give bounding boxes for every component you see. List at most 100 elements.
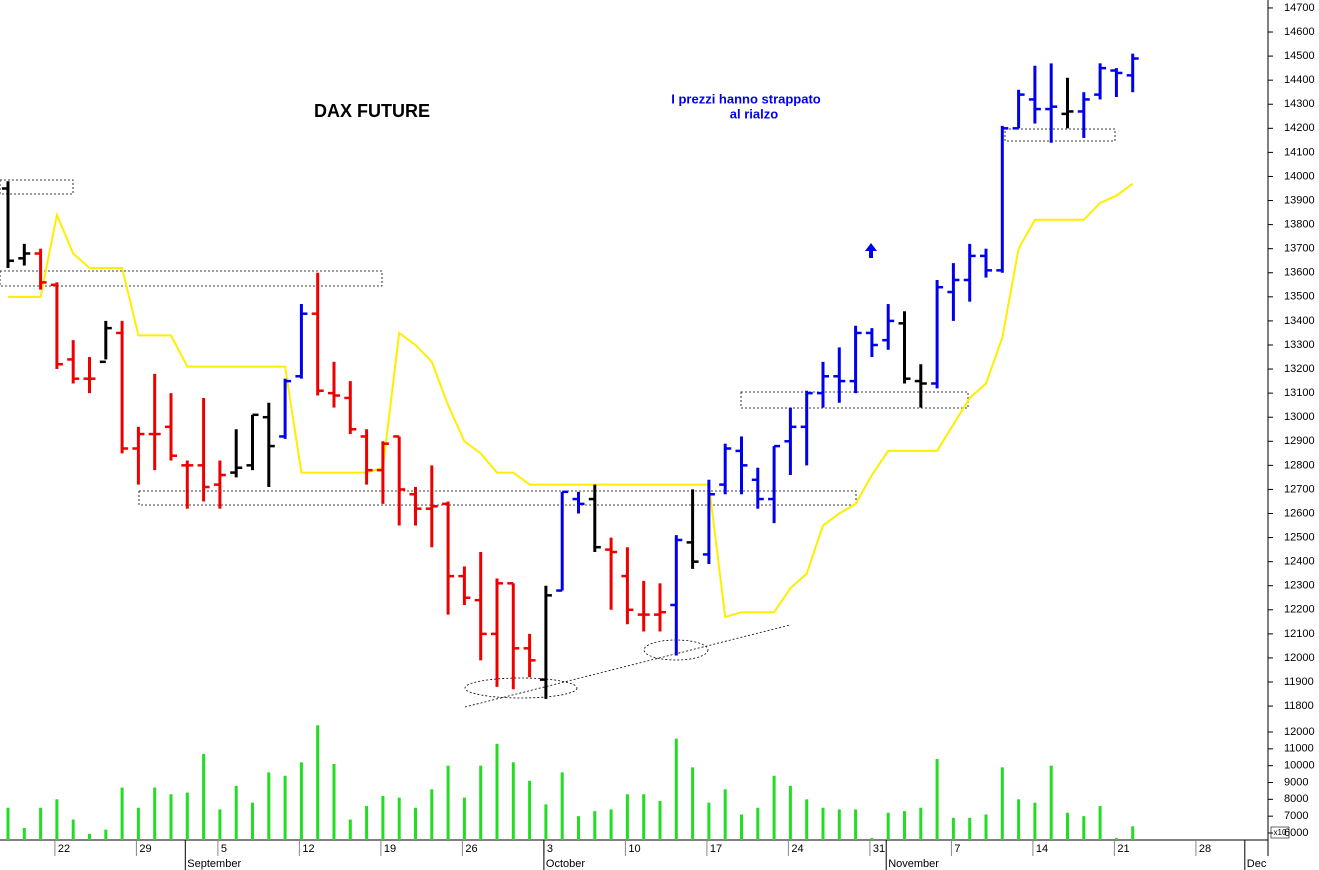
y-tick-label: 14100 <box>1284 146 1315 158</box>
volume-bar <box>837 809 841 840</box>
volume-bar <box>1017 799 1021 840</box>
chart-title: DAX FUTURE <box>314 101 430 121</box>
x-tick-label: 28 <box>1199 843 1211 855</box>
y-tick-label: 12700 <box>1284 483 1315 495</box>
volume-tick-label: 9000 <box>1284 776 1308 788</box>
y-tick-label: 14700 <box>1284 2 1315 14</box>
x-tick-label: 24 <box>791 843 803 855</box>
annotation: I prezzi hanno strappato <box>671 91 821 106</box>
volume-bar <box>609 809 613 840</box>
volume-bar <box>348 819 352 840</box>
volume-bar <box>446 765 450 840</box>
y-tick-label: 12200 <box>1284 604 1315 616</box>
volume-bar <box>1033 802 1037 840</box>
volume-bar <box>1000 767 1004 840</box>
volume-bar <box>691 767 695 840</box>
volume-bar <box>1114 838 1118 840</box>
volume-bar <box>577 816 580 840</box>
month-label: Dec <box>1247 858 1267 870</box>
y-tick-label: 13700 <box>1284 243 1315 255</box>
month-label: November <box>888 858 939 870</box>
volume-bar <box>723 789 727 840</box>
y-tick-label: 14200 <box>1284 122 1315 134</box>
volume-bar <box>22 827 26 840</box>
volume-bar <box>55 799 59 840</box>
volume-tick-label: 12000 <box>1284 726 1315 738</box>
volume-bar <box>88 833 91 840</box>
up-arrow <box>865 243 877 258</box>
volume-bar <box>6 807 10 840</box>
x-tick-label: 31 <box>873 843 885 855</box>
volume-bar <box>39 807 43 840</box>
volume-multiplier: x10 <box>1274 828 1287 837</box>
volume-bar <box>674 738 678 840</box>
y-tick-label: 13900 <box>1284 194 1315 206</box>
y-tick-label: 14600 <box>1284 26 1315 38</box>
y-tick-label: 14300 <box>1284 98 1315 110</box>
y-tick-label: 14500 <box>1284 50 1315 62</box>
y-tick-label: 12100 <box>1284 628 1315 640</box>
volume-bar <box>903 811 906 840</box>
x-tick-label: 3 <box>547 843 553 855</box>
volume-tick-label: 7000 <box>1284 810 1308 822</box>
volume-bar <box>854 809 858 840</box>
volume-bar <box>332 763 336 840</box>
volume-bar <box>136 807 140 840</box>
x-tick-label: 5 <box>221 843 227 855</box>
volume-bar <box>397 797 401 840</box>
volume-bar <box>593 811 597 840</box>
y-tick-label: 12500 <box>1284 531 1315 543</box>
volume-bar <box>430 789 434 840</box>
volume-bar <box>919 807 923 840</box>
x-tick-label: 29 <box>139 843 151 855</box>
volume-bar <box>1131 826 1135 840</box>
volume-bar <box>414 807 417 840</box>
volume-bar <box>120 787 124 840</box>
y-tick-label: 12300 <box>1284 580 1315 592</box>
volume-bar <box>104 829 108 840</box>
volume-bar <box>642 794 646 840</box>
volume-bar <box>462 797 466 840</box>
volume-bar <box>740 814 743 840</box>
volume-bar <box>788 785 792 840</box>
zone <box>0 179 74 195</box>
y-tick-label: 13400 <box>1284 315 1315 327</box>
y-tick-label: 12000 <box>1284 652 1315 664</box>
x-tick-label: 10 <box>628 843 640 855</box>
volume-bar <box>805 799 809 840</box>
volume-bar <box>968 817 972 840</box>
volume-bar <box>1066 812 1069 840</box>
volume-bar <box>495 743 499 840</box>
y-tick-label: 12800 <box>1284 459 1315 471</box>
volume-bar <box>381 795 385 840</box>
annotation: al rialzo <box>730 106 778 121</box>
x-tick-label: 19 <box>384 843 396 855</box>
volume-bar <box>756 807 760 840</box>
low-ellipse <box>464 677 578 699</box>
volume-tick-label: 10000 <box>1284 760 1315 772</box>
x-tick-label: 22 <box>58 843 70 855</box>
y-tick-label: 13500 <box>1284 291 1315 303</box>
volume-bar <box>365 806 369 840</box>
volume-bar <box>267 772 271 840</box>
y-tick-label: 12400 <box>1284 556 1315 568</box>
volume-bar <box>169 794 173 840</box>
y-tick-label: 13100 <box>1284 387 1315 399</box>
volume-bar <box>218 809 222 840</box>
month-label: October <box>546 858 585 870</box>
y-tick-label: 12600 <box>1284 507 1315 519</box>
x-tick-label: 14 <box>1036 843 1048 855</box>
y-tick-label: 11900 <box>1284 676 1314 688</box>
volume-bar <box>528 780 532 840</box>
volume-bar <box>1049 765 1053 840</box>
volume-tick-label: 6000 <box>1284 827 1308 839</box>
volume-bar <box>560 772 564 840</box>
volume-bar <box>870 838 874 840</box>
volume-bar <box>185 792 189 840</box>
volume-bar <box>984 814 988 840</box>
volume-bar <box>1098 806 1102 840</box>
volume-tick-label: 11000 <box>1284 743 1314 755</box>
x-tick-label: 17 <box>710 843 722 855</box>
